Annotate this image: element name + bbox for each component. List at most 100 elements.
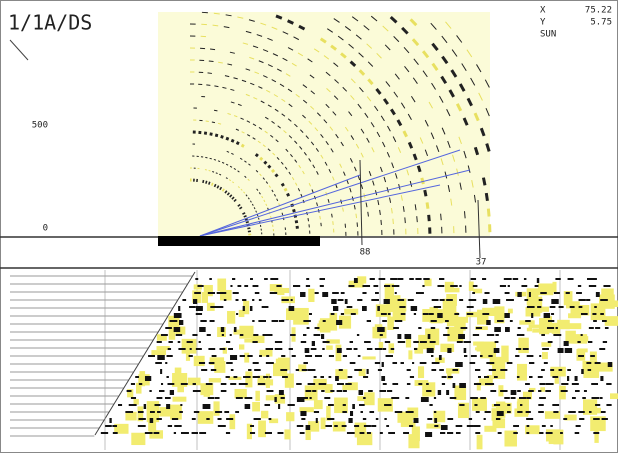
trace-dash — [459, 285, 461, 287]
trace-dash — [489, 369, 496, 371]
trace-dash — [526, 397, 530, 399]
arc-dash — [332, 214, 333, 218]
trace-dash — [558, 348, 564, 353]
trace-dash — [199, 341, 201, 343]
trace-dash — [193, 299, 197, 304]
trace-dash — [490, 390, 496, 392]
trace-dash — [382, 320, 387, 322]
trace-dash — [427, 418, 432, 420]
trace-dash — [506, 299, 514, 301]
trace-dash — [434, 411, 436, 413]
trace-dash — [591, 397, 599, 399]
trace-dash — [431, 320, 437, 322]
trace-dash — [540, 292, 547, 294]
trace-dash — [586, 362, 591, 364]
trace-dash — [178, 348, 185, 350]
trace-dash — [378, 369, 382, 371]
trace-dash — [420, 362, 427, 364]
trace-dash — [551, 313, 554, 315]
trace-dash — [560, 432, 563, 434]
trace-dash — [411, 306, 417, 311]
arc-dash — [264, 162, 266, 164]
trace-dash — [193, 383, 196, 385]
trace-dash — [314, 376, 317, 378]
arc-dash — [256, 211, 257, 213]
trace-dash — [454, 313, 459, 315]
trace-dash — [192, 432, 198, 434]
arc-dash — [239, 205, 240, 206]
yellow-blob — [186, 344, 190, 361]
trace-dash — [447, 348, 451, 353]
trace-dash — [308, 369, 316, 371]
trace-dash — [414, 348, 417, 350]
trace-dash — [494, 348, 500, 353]
trace-dash — [300, 411, 306, 416]
trace-dash — [606, 383, 611, 385]
trace-dash — [293, 285, 300, 287]
trace-dash — [504, 313, 509, 318]
readout-value: 75.22 — [585, 6, 612, 16]
trace-dash — [507, 404, 510, 406]
trace-dash — [236, 299, 239, 301]
trace-dash — [303, 320, 311, 322]
trace-dash — [538, 404, 543, 406]
seismic-display: 1/1A/DS X 75.22 Y 5.75 SUN 500 0 88 37 — [0, 0, 618, 453]
trace-dash — [320, 285, 324, 287]
arc-dash — [417, 216, 418, 222]
trace-dash — [552, 376, 558, 378]
trace-dash — [517, 411, 522, 413]
trace-dash — [348, 418, 352, 423]
arc-dash — [210, 49, 215, 50]
trace-dash — [371, 425, 376, 427]
trace-dash — [608, 362, 613, 367]
trace-dash — [393, 327, 399, 329]
yellow-blob — [175, 368, 182, 377]
trace-dash — [508, 285, 510, 287]
trace-dash — [336, 320, 342, 325]
trace-dash — [458, 334, 465, 339]
trace-dash — [310, 397, 312, 399]
trace-dash — [242, 299, 246, 301]
arc-dash — [488, 209, 489, 217]
trace-dash — [587, 278, 594, 280]
trace-dash — [476, 327, 482, 329]
trace-dash — [517, 292, 521, 297]
trace-dash — [428, 334, 431, 339]
trace-dash — [354, 278, 358, 283]
trace-dash — [341, 292, 345, 294]
trace-dash — [329, 355, 334, 357]
arc-dash — [245, 216, 246, 217]
trace-dash — [561, 390, 568, 392]
arc-dash — [240, 207, 241, 208]
yellow-blob — [321, 418, 326, 430]
trace-dash — [250, 425, 254, 427]
trace-dash — [208, 397, 214, 399]
trace-dash — [473, 334, 479, 336]
trace-dash — [544, 313, 550, 318]
trace-dash — [253, 376, 260, 378]
trace-dash — [527, 355, 534, 357]
trace-dash — [505, 292, 510, 294]
trace-dash — [407, 369, 411, 371]
trace-dash — [439, 355, 442, 360]
trace-dash — [101, 432, 108, 434]
trace-dash — [238, 285, 242, 287]
trace-dash — [467, 313, 474, 315]
yellow-blob — [293, 308, 309, 325]
arc-dash — [214, 110, 217, 111]
trace-dash — [270, 292, 277, 294]
trace-dash — [157, 397, 163, 399]
trace-dash — [200, 320, 206, 322]
trace-dash — [362, 292, 366, 294]
trace-dash — [280, 369, 287, 371]
trace-dash — [531, 313, 533, 318]
trace-dash — [354, 348, 358, 350]
trace-dash — [480, 355, 483, 357]
trace-dash — [516, 348, 521, 350]
trace-dash — [572, 383, 579, 385]
trace-dash — [341, 313, 344, 315]
trace-dash — [494, 404, 500, 406]
trace-dash — [510, 320, 513, 322]
trace-dash — [319, 383, 327, 385]
trace-dash — [196, 348, 202, 350]
